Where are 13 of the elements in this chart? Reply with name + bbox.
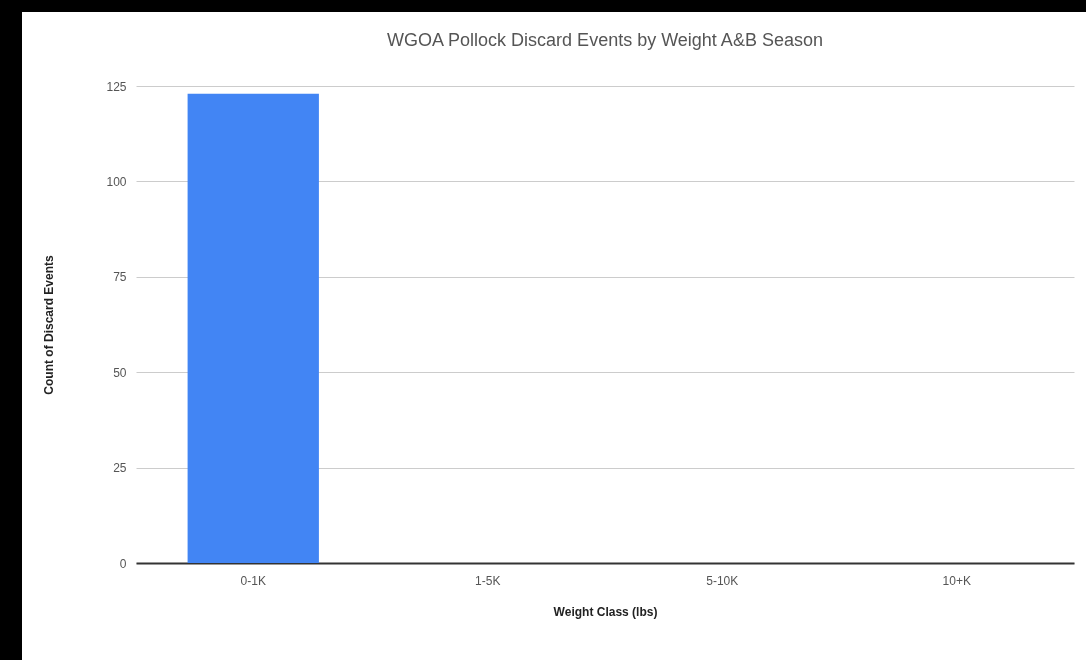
y-tick-label: 100 [106,174,127,189]
chart-title: WGOA Pollock Discard Events by Weight A&B Season [387,30,823,50]
x-tick-label: 1-5K [475,573,501,588]
y-axis-title: Count of Discard Events [42,255,57,395]
y-tick-label: 25 [113,461,127,476]
x-axis-title: Weight Class (lbs) [553,604,658,619]
y-tick-label: 50 [113,365,127,380]
y-tick-label: 125 [106,79,127,94]
x-tick-label: 0-1K [240,573,266,588]
y-tick-label: 0 [119,556,127,571]
x-tick-label: 10+K [942,573,971,588]
y-tick-label: 75 [113,270,127,285]
x-tick-label: 5-10K [706,573,739,588]
